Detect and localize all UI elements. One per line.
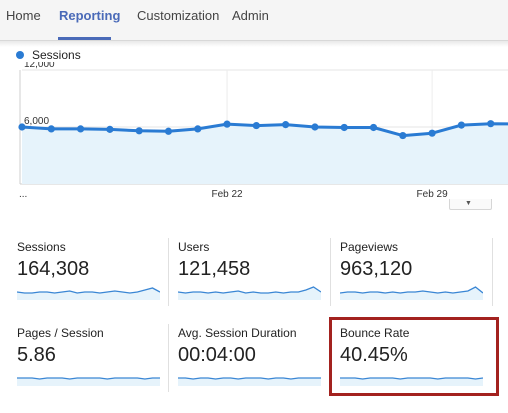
sparkline-area — [17, 288, 160, 300]
metric-value: 00:04:00 — [178, 344, 256, 366]
y-tick-label: 6,000 — [24, 116, 49, 127]
metric-label: Avg. Session Duration — [178, 326, 297, 340]
metric-label: Bounce Rate — [340, 326, 410, 340]
caret-down-icon: ▼ — [465, 200, 472, 207]
tab-admin[interactable]: Admin — [232, 8, 269, 23]
legend-dot-icon — [16, 51, 24, 59]
legend-label: Sessions — [32, 48, 81, 62]
data-point — [194, 125, 202, 133]
sparkline-area — [340, 378, 483, 386]
nav-shadow — [0, 41, 508, 47]
metric-label: Users — [178, 240, 210, 254]
sparkline — [340, 377, 483, 386]
bounce-rate-highlight-box — [329, 317, 499, 396]
data-point — [252, 121, 260, 130]
tab-home[interactable]: Home — [6, 8, 41, 23]
data-point — [135, 127, 143, 135]
axis-labels: 12,000 6,000 Feb 22 Feb 29... — [19, 62, 448, 200]
tab-reporting[interactable]: Reporting — [59, 8, 121, 23]
sparkline-area — [178, 287, 321, 300]
x-tick-label: Feb 29 — [417, 189, 449, 200]
metric-value: 40.45% — [340, 344, 408, 366]
sessions-line-chart[interactable]: 12,000 6,000 Feb 22 Feb 29... — [0, 62, 508, 202]
sparkline — [178, 286, 321, 300]
active-tab-indicator — [58, 37, 111, 40]
metric-pageviews[interactable]: Pageviews 963,120 — [340, 240, 490, 310]
metric-pages-per-session[interactable]: Pages / Session 5.86 — [17, 326, 167, 396]
tab-customization[interactable]: Customization — [137, 8, 220, 23]
metric-value: 164,308 — [17, 258, 90, 280]
sparkline-line — [178, 286, 321, 294]
chart-legend[interactable]: Sessions — [16, 48, 81, 62]
data-point — [76, 125, 85, 133]
sparkline-area — [340, 287, 483, 300]
data-point — [223, 120, 231, 128]
tile-divider — [492, 238, 493, 306]
metric-label: Pageviews — [340, 240, 399, 254]
metric-bounce-rate[interactable]: Bounce Rate 40.45% — [340, 326, 490, 396]
top-nav: Home Reporting Customization Admin — [0, 0, 508, 41]
data-point — [428, 129, 436, 137]
chart-collapse-handle[interactable]: ▼ — [449, 199, 492, 210]
metric-value: 5.86 — [17, 344, 56, 366]
sparkline-area — [17, 378, 160, 386]
metric-avg-session-duration[interactable]: Avg. Session Duration 00:04:00 — [178, 326, 328, 396]
sessions-area — [22, 123, 508, 184]
data-point — [282, 121, 290, 129]
data-point — [164, 127, 173, 135]
data-point — [340, 123, 348, 132]
metric-label: Sessions — [17, 240, 66, 254]
sparkline — [340, 286, 483, 300]
x-start-marker: ... — [19, 189, 27, 200]
data-point — [47, 125, 55, 133]
metric-users[interactable]: Users 121,458 — [178, 240, 328, 310]
x-tick-label: Feb 22 — [211, 189, 243, 200]
y-tick-label: 12,000 — [24, 62, 55, 70]
metric-value: 963,120 — [340, 258, 413, 280]
data-points — [18, 120, 495, 140]
sparkline-area — [178, 378, 321, 386]
data-point — [311, 123, 319, 131]
sessions-line — [21, 122, 508, 138]
tile-divider — [168, 238, 169, 306]
sparkline — [178, 377, 321, 386]
data-point — [369, 123, 378, 132]
data-point — [487, 120, 495, 128]
data-point — [18, 123, 26, 131]
sparkline-line — [340, 286, 483, 294]
sparkline-line — [17, 377, 160, 380]
metric-label: Pages / Session — [17, 326, 104, 340]
data-point — [457, 121, 466, 129]
sparkline-line — [340, 377, 483, 380]
data-point — [106, 125, 114, 133]
tile-divider — [168, 324, 169, 392]
sparkline — [17, 287, 160, 300]
sparkline-line — [17, 287, 160, 294]
tile-divider — [330, 238, 331, 306]
metric-value: 121,458 — [178, 258, 251, 280]
data-point — [399, 131, 407, 140]
metric-sessions[interactable]: Sessions 164,308 — [17, 240, 167, 310]
sparkline-line — [178, 377, 321, 380]
sparkline — [17, 377, 160, 386]
